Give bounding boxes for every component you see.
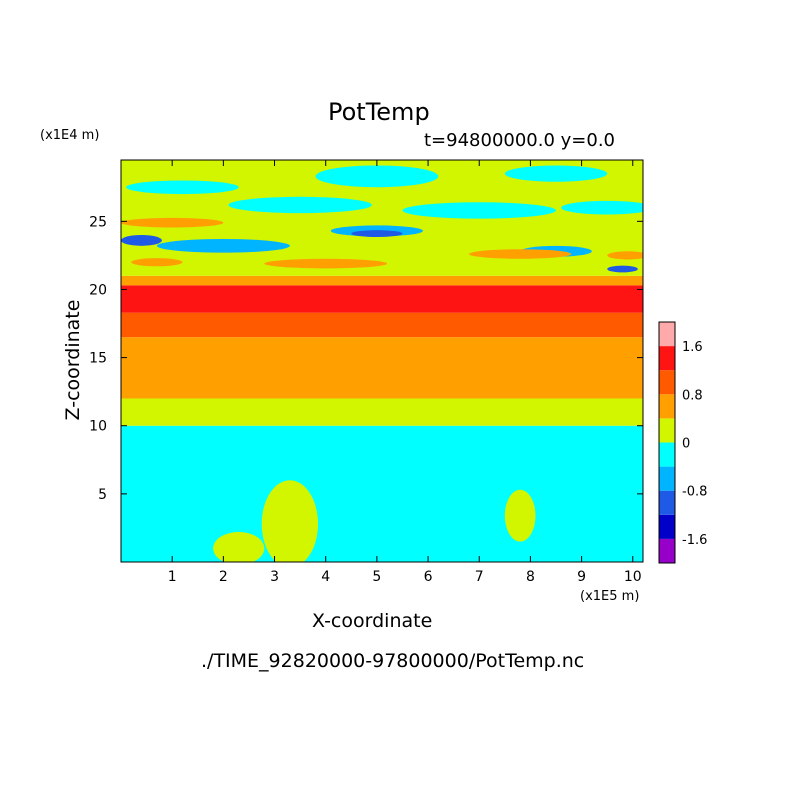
colorbar-label: -0.8 [682, 485, 707, 500]
plot-frame [120, 159, 644, 563]
colorbar-label: -1.6 [682, 533, 707, 548]
x-tick-label: 10 [624, 569, 642, 585]
x-tick-label: 7 [475, 569, 484, 585]
contour-band [121, 285, 643, 313]
colorbar-swatch [659, 490, 675, 515]
y-axis: 5 10 15 20 25 [89, 214, 643, 503]
x-tick-label: 9 [577, 569, 586, 585]
contour-region [504, 489, 536, 542]
contour-region [561, 200, 643, 215]
y-axis-title: Z-coordinate [62, 299, 84, 421]
contour-region [126, 180, 239, 195]
contour-region [315, 165, 439, 188]
x-tick-label: 4 [321, 569, 330, 585]
contour-region [504, 165, 608, 182]
contour-band [121, 275, 643, 286]
colorbar-swatch [659, 466, 675, 491]
contour-region [121, 217, 224, 228]
colorbar: 1.6 0.8 0 -0.8 -1.6 [658, 321, 707, 564]
y-tick-label: 20 [89, 282, 107, 298]
x-tick-label: 1 [168, 569, 177, 585]
colorbar-swatch [659, 442, 675, 467]
contour-band [121, 398, 643, 426]
y-tick-label: 10 [89, 419, 107, 435]
x-tick-label: 5 [372, 569, 381, 585]
contour-region [156, 239, 290, 253]
colorbar-swatch [659, 418, 675, 443]
contour-band [121, 425, 643, 562]
contour-region [468, 249, 572, 259]
y-tick-label: 15 [89, 351, 107, 367]
colorbar-swatch [659, 514, 675, 539]
contour-band [121, 312, 643, 338]
x-tick-label: 2 [219, 569, 228, 585]
colorbar-swatch [659, 538, 675, 563]
contour-region [121, 234, 162, 246]
colorbar-swatch [659, 322, 675, 347]
contour-band [121, 337, 643, 399]
chart-subtitle: t=94800000.0 y=0.0 [424, 130, 616, 151]
contour-region [131, 258, 183, 267]
contour-region [213, 532, 265, 562]
colorbar-swatch [659, 394, 675, 419]
x-tick-label: 3 [270, 569, 279, 585]
y-axis-unit: (x1E4 m) [40, 128, 100, 143]
x-tick-label: 6 [424, 569, 433, 585]
contour-region [351, 230, 403, 237]
colorbar-swatch [659, 370, 675, 395]
x-axis-unit: (x1E5 m) [580, 589, 640, 604]
x-axis: 1 2 3 4 5 6 7 8 9 10 [168, 160, 642, 585]
x-axis-title: X-coordinate [312, 610, 433, 632]
colorbar-frame [658, 321, 676, 564]
contour-region [607, 251, 643, 260]
contour-fill [121, 160, 643, 562]
contour-region [261, 480, 319, 562]
contour-region [402, 202, 556, 219]
x-tick-label: 8 [526, 569, 535, 585]
colorbar-label: 0 [682, 437, 690, 452]
colorbar-label: 1.6 [682, 340, 703, 355]
contour-region [228, 196, 372, 214]
colorbar-label: 0.8 [682, 388, 703, 403]
colorbar-swatch [659, 346, 675, 371]
contour-region [607, 265, 638, 273]
y-tick-label: 25 [89, 214, 107, 230]
file-path: ./TIME_92820000-97800000/PotTemp.nc [201, 650, 585, 672]
y-tick-label: 5 [98, 487, 107, 503]
contour-region [264, 258, 388, 269]
chart-title: PotTemp [328, 98, 430, 126]
